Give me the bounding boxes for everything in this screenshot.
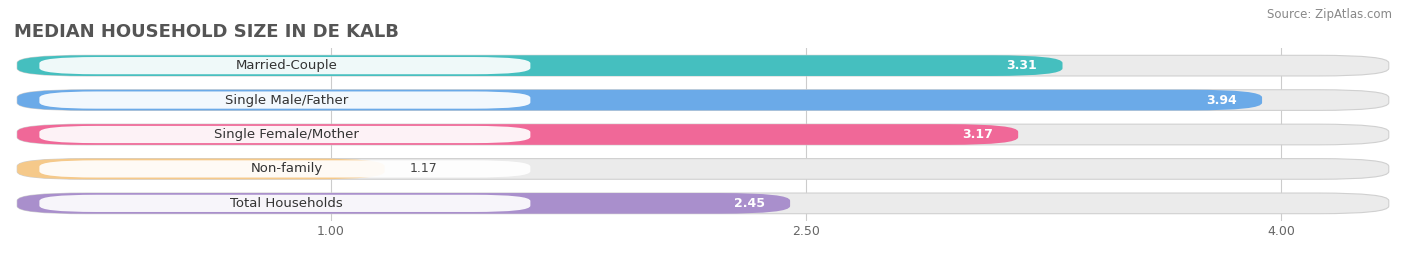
FancyBboxPatch shape xyxy=(39,91,530,109)
FancyBboxPatch shape xyxy=(39,57,530,74)
Text: Single Male/Father: Single Male/Father xyxy=(225,94,349,107)
Text: 2.45: 2.45 xyxy=(734,197,765,210)
FancyBboxPatch shape xyxy=(17,55,1063,76)
FancyBboxPatch shape xyxy=(17,124,1018,145)
FancyBboxPatch shape xyxy=(17,193,1389,214)
FancyBboxPatch shape xyxy=(17,90,1389,110)
Text: Single Female/Mother: Single Female/Mother xyxy=(214,128,359,141)
FancyBboxPatch shape xyxy=(39,160,530,178)
FancyBboxPatch shape xyxy=(17,159,385,179)
Text: 3.94: 3.94 xyxy=(1206,94,1237,107)
Text: MEDIAN HOUSEHOLD SIZE IN DE KALB: MEDIAN HOUSEHOLD SIZE IN DE KALB xyxy=(14,23,399,41)
Text: Non-family: Non-family xyxy=(250,162,322,175)
Text: 3.17: 3.17 xyxy=(962,128,993,141)
FancyBboxPatch shape xyxy=(17,193,790,214)
FancyBboxPatch shape xyxy=(17,124,1389,145)
Text: Married-Couple: Married-Couple xyxy=(236,59,337,72)
FancyBboxPatch shape xyxy=(17,90,1263,110)
FancyBboxPatch shape xyxy=(17,159,1389,179)
FancyBboxPatch shape xyxy=(39,126,530,143)
Text: Total Households: Total Households xyxy=(231,197,343,210)
Text: 3.31: 3.31 xyxy=(1007,59,1038,72)
Text: Source: ZipAtlas.com: Source: ZipAtlas.com xyxy=(1267,8,1392,21)
Text: 1.17: 1.17 xyxy=(411,162,437,175)
FancyBboxPatch shape xyxy=(39,195,530,212)
FancyBboxPatch shape xyxy=(17,55,1389,76)
